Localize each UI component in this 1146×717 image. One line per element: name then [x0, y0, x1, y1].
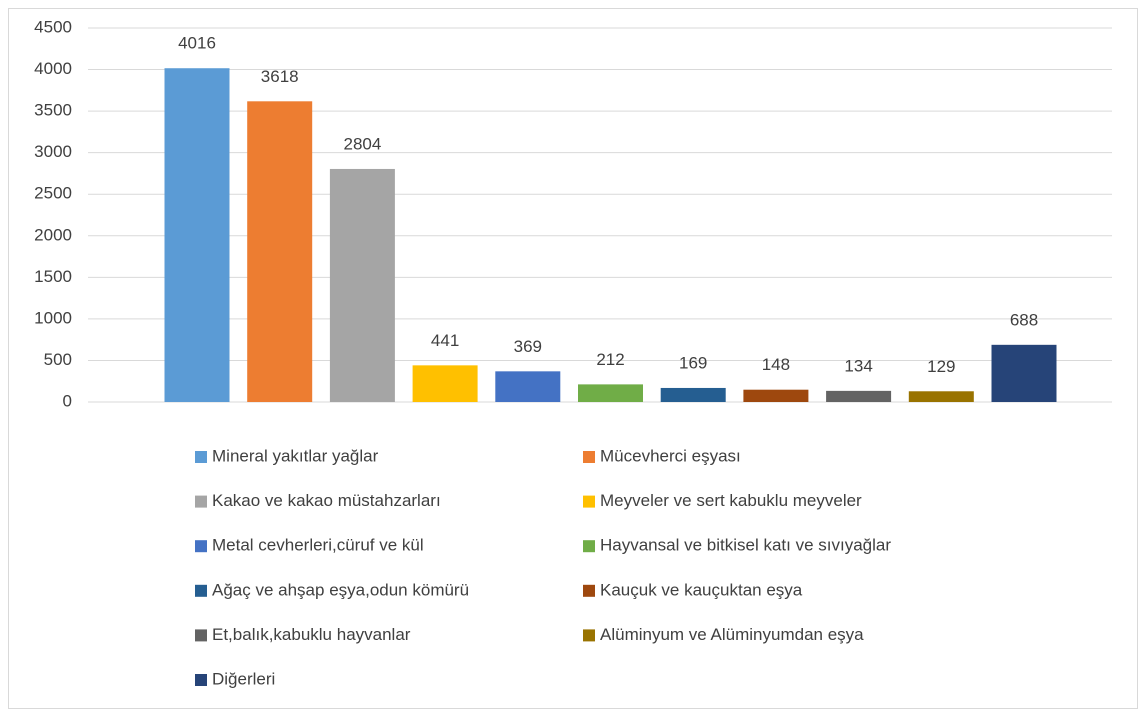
legend-swatch: [583, 584, 595, 597]
legend-label: Mücevherci eşyası: [600, 446, 741, 465]
y-tick-label: 2500: [34, 184, 72, 203]
legend-swatch: [195, 540, 207, 553]
legend-label: Alüminyum ve Alüminyumdan eşya: [600, 625, 864, 644]
bar: [329, 168, 395, 402]
data-label: 212: [596, 350, 624, 369]
bar: [412, 365, 478, 402]
bar: [164, 68, 230, 403]
bar: [495, 371, 561, 402]
legend-label: Ağaç ve ahşap eşya,odun kömürü: [212, 580, 469, 599]
bar: [578, 384, 643, 402]
y-tick-label: 3000: [34, 142, 72, 161]
y-tick-label: 2000: [34, 225, 72, 244]
y-tick-label: 1000: [34, 308, 72, 327]
bar: [826, 390, 892, 402]
legend-swatch: [583, 451, 595, 463]
legend-label: Mineral yakıtlar yağlar: [212, 446, 379, 465]
legend-label: Diğerleri: [212, 669, 275, 688]
legend-label: Metal cevherleri,cüruf ve kül: [212, 536, 424, 555]
y-tick-label: 4500: [34, 17, 72, 36]
legend-swatch: [583, 540, 595, 553]
data-label: 688: [1010, 310, 1038, 329]
y-tick-label: 0: [63, 391, 72, 410]
data-label: 134: [844, 356, 872, 375]
data-label: 441: [431, 331, 459, 350]
bar: [991, 344, 1057, 402]
data-label: 169: [679, 353, 707, 372]
bar: [908, 391, 974, 402]
legend-label: Et,balık,kabuklu hayvanlar: [212, 625, 411, 644]
legend-swatch: [583, 629, 595, 642]
legend-swatch: [195, 495, 207, 508]
bar: [660, 387, 726, 402]
bar: [247, 101, 313, 402]
legend-label: Hayvansal ve bitkisel katı ve sıvıyağlar: [600, 536, 891, 555]
legend-swatch: [195, 451, 207, 463]
legend-swatch: [583, 495, 595, 508]
bar: [743, 389, 809, 402]
y-tick-label: 3500: [34, 101, 72, 120]
data-label: 129: [927, 357, 955, 376]
y-tick-label: 1500: [34, 267, 72, 286]
legend-label: Kauçuk ve kauçuktan eşya: [600, 580, 803, 599]
legend-label: Meyveler ve sert kabuklu meyveler: [600, 491, 862, 510]
y-tick-label: 4000: [34, 59, 72, 78]
legend-swatch: [195, 629, 207, 642]
legend-swatch: [195, 584, 207, 597]
legend-label: Kakao ve kakao müstahzarları: [212, 491, 441, 510]
data-label: 148: [762, 355, 790, 374]
legend-swatch: [195, 674, 207, 686]
y-tick-label: 500: [44, 350, 72, 369]
data-label: 2804: [343, 134, 381, 153]
data-label: 369: [514, 337, 542, 356]
data-label: 4016: [178, 34, 216, 53]
data-label: 3618: [261, 67, 299, 86]
